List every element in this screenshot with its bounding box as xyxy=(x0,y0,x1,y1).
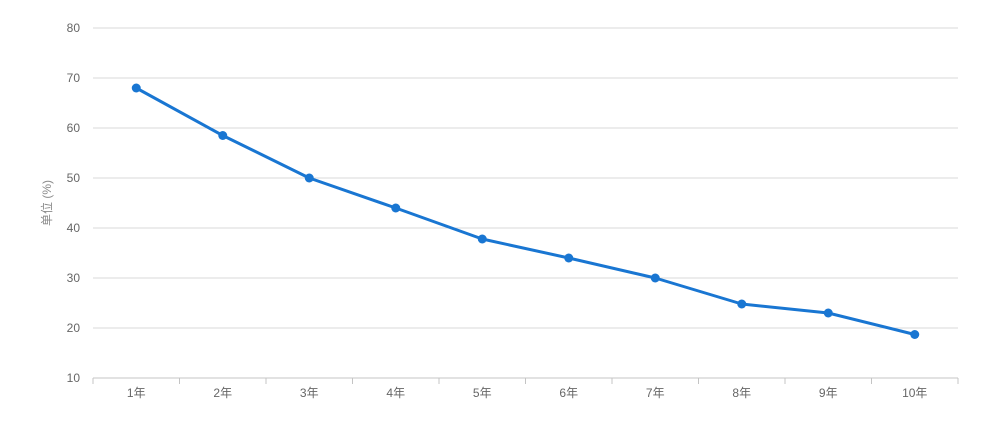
data-point[interactable] xyxy=(131,83,141,93)
x-tick-label: 3年 xyxy=(300,386,319,400)
x-tick-label: 4年 xyxy=(386,386,405,400)
y-tick-label: 80 xyxy=(67,21,81,35)
data-point[interactable] xyxy=(650,273,660,283)
data-point[interactable] xyxy=(477,234,487,244)
data-point[interactable] xyxy=(564,253,574,263)
y-tick-label: 20 xyxy=(67,321,81,335)
y-axis-title: 单位 (%) xyxy=(39,180,54,226)
x-tick-label: 1年 xyxy=(127,386,146,400)
data-point[interactable] xyxy=(910,330,920,339)
y-tick-label: 30 xyxy=(67,271,81,285)
data-point[interactable] xyxy=(737,299,747,309)
series-line xyxy=(134,86,917,336)
x-tick-label: 6年 xyxy=(559,386,578,400)
x-tick-label: 9年 xyxy=(819,386,838,400)
x-tick-label: 10年 xyxy=(902,386,927,400)
y-tick-label: 40 xyxy=(67,221,81,235)
x-tick-label: 7年 xyxy=(646,386,665,400)
x-tick-label: 5年 xyxy=(473,386,492,400)
data-point[interactable] xyxy=(304,173,314,183)
data-point[interactable] xyxy=(823,308,833,318)
x-tick-label: 2年 xyxy=(213,386,232,400)
data-point[interactable] xyxy=(218,131,228,140)
y-tick-label: 60 xyxy=(67,121,81,135)
y-tick-label: 70 xyxy=(67,71,81,85)
y-tick-label: 10 xyxy=(67,371,81,385)
x-tick-label: 8年 xyxy=(732,386,751,400)
y-tick-label: 50 xyxy=(67,171,81,185)
data-point[interactable] xyxy=(391,203,401,213)
